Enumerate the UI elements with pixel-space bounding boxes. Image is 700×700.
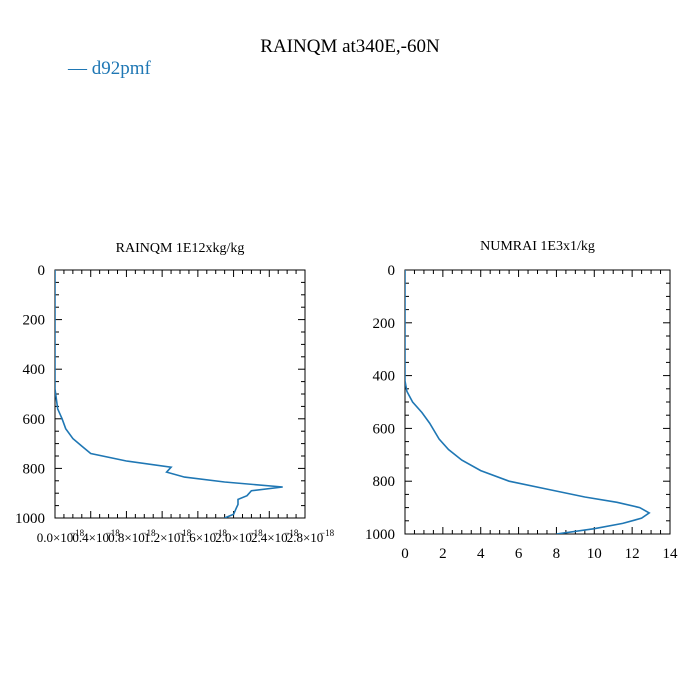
panel-1-ytick-label: 400 [23,362,46,378]
panel-1-xtick-exponent: −18 [70,528,85,538]
panel-2-ytick-label: 0 [388,263,396,279]
panel-2-ytick-label: 800 [373,474,396,490]
figure-title: RAINQM at340E,-60N [260,36,440,57]
panel-1-ytick-label: 1000 [15,511,45,527]
panel-1-xtick-label: 2.4×10 [251,530,288,545]
panel-1-xtick-label: 0.8×10 [108,530,145,545]
panel-2-ytick-label: 600 [373,421,396,437]
panel-2-series-line-d92pmf [405,270,651,534]
panel-1-xtick-exponent: −18 [141,528,156,538]
panel-2-ytick-label: 1000 [365,527,395,543]
panel-1-title: RAINQM 1E12xkg/kg [116,241,245,256]
panel-2-xtick-label: 0 [401,546,409,562]
panel-1-ytick-label: 0 [38,263,46,279]
panel-2-title: NUMRAI 1E3x1/kg [480,239,595,254]
panel-2-xtick-label: 10 [587,546,602,562]
panel-1-xtick-label: 0.4×10 [72,530,109,545]
panel-1-xtick-exponent: −18 [213,528,228,538]
panel-2-xtick-label: 8 [553,546,561,562]
panel-1-xtick-label: 0.0×10 [37,530,74,545]
panel-2-xtick-label: 14 [663,546,679,562]
panel-1-xtick-exponent: −18 [177,528,192,538]
panel-2-xtick-label: 6 [515,546,523,562]
legend-label: d92pmf [91,58,151,79]
panel-2-xtick-label: 4 [477,546,485,562]
legend-line-icon: — [68,58,87,79]
panel-1-frame [54,269,306,519]
panel-2-ytick-label: 200 [373,316,396,332]
panel-2-ytick-label: 400 [373,369,396,385]
panel-1-ytick-label: 200 [23,313,46,329]
panel-1-xtick-label: 1.6×10 [180,530,217,545]
panel-2-frame [404,269,671,535]
panel-1-xtick-exponent: −18 [249,528,264,538]
panel-1-xtick-exponent: −18 [106,528,121,538]
panel-1-series-line-d92pmf [55,270,283,518]
panel-1-ytick-label: 800 [23,461,46,477]
legend-entry-d92pmf: — d92pmf [68,58,151,80]
panel-1-xtick-label: 2.0×10 [215,530,252,545]
panel-1-xtick-exponent: −18 [320,528,335,538]
panel-2-xtick-label: 12 [625,546,640,562]
panel-2-xtick-label: 2 [439,546,447,562]
panel-1-xtick-label: 1.2×10 [144,530,181,545]
panel-1-ytick-label: 600 [23,412,46,428]
panel-1-xtick-label: 2.8×10 [287,530,324,545]
panel-1-xtick-exponent: −18 [284,528,299,538]
